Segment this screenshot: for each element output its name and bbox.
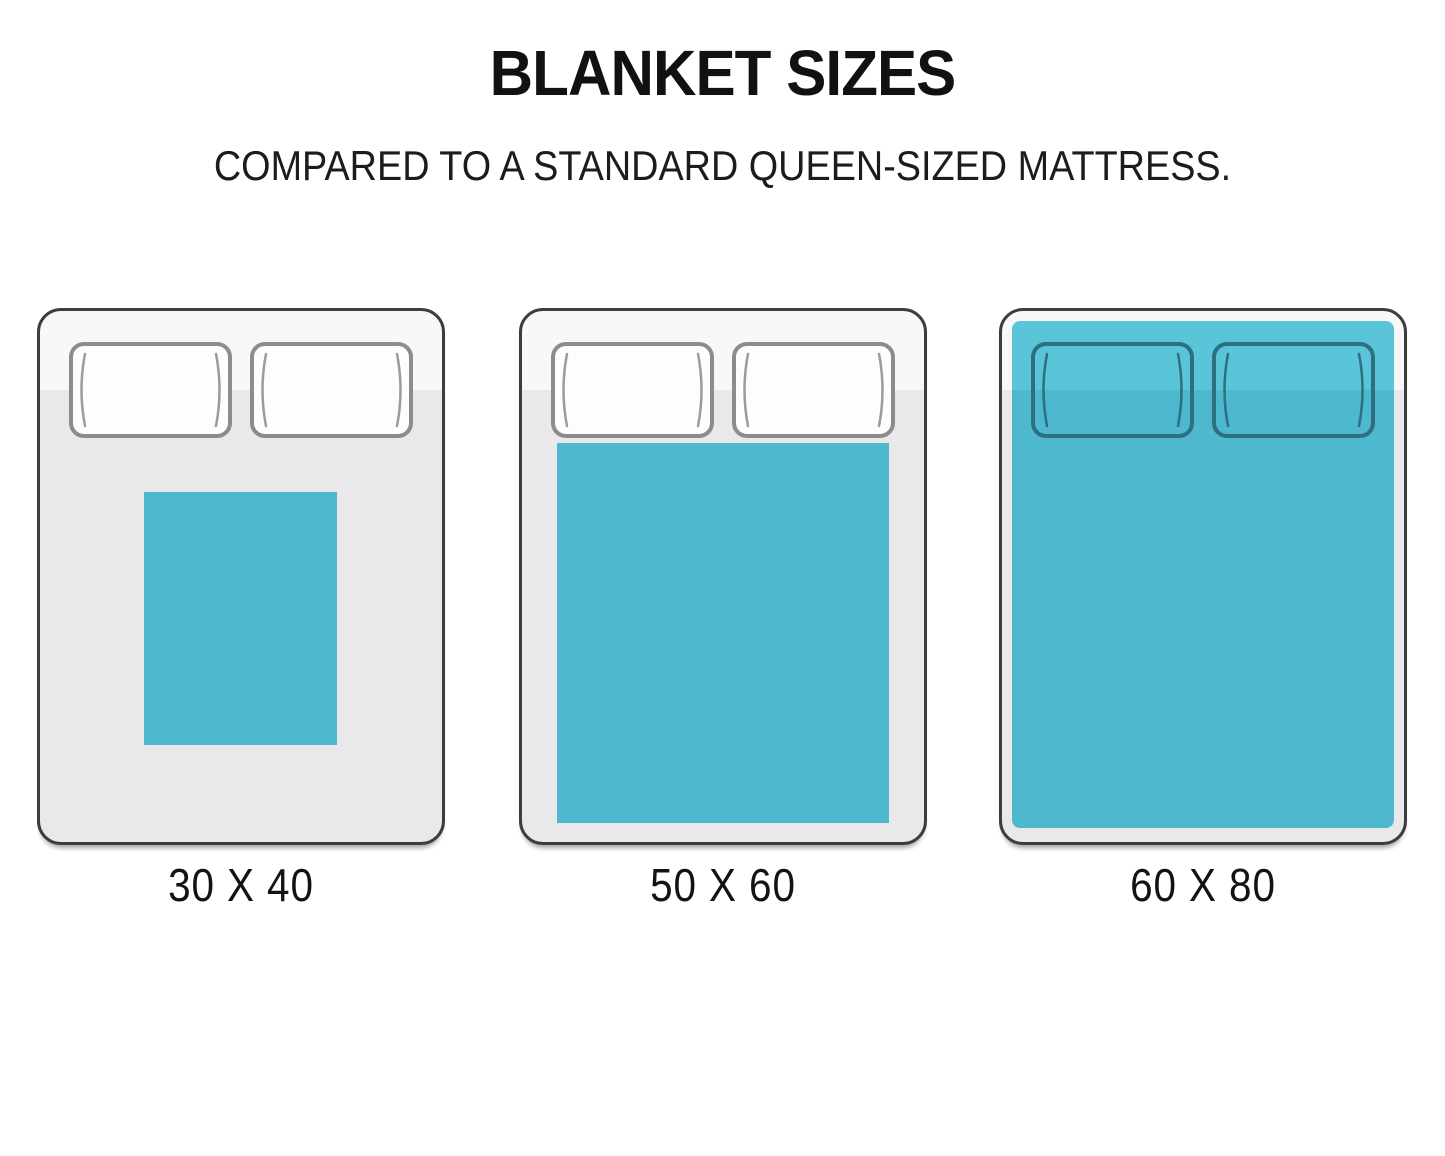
pillow-crease-lines xyxy=(1042,352,1183,428)
blanket-size-label: 60 X 80 xyxy=(1130,859,1276,911)
blanket-60x80 xyxy=(1012,321,1394,828)
pillow-crease-lines xyxy=(1223,352,1364,428)
queen-mattress xyxy=(999,308,1407,845)
bed-diagram-50x60: 50 X 60 xyxy=(519,308,927,911)
pillow-left xyxy=(551,342,714,438)
pillow-crease-lines xyxy=(80,352,221,428)
blanket-30x40 xyxy=(144,492,337,745)
queen-mattress xyxy=(519,308,927,845)
pillow-left xyxy=(69,342,232,438)
bed-diagram-30x40: 30 X 40 xyxy=(37,308,445,911)
pillow-right xyxy=(1212,342,1375,438)
blanket-size-label: 30 X 40 xyxy=(168,859,314,911)
pillow-crease-lines xyxy=(261,352,402,428)
page-subtitle: COMPARED TO A STANDARD QUEEN-SIZED MATTR… xyxy=(213,142,1232,189)
pillow-crease-lines xyxy=(743,352,884,428)
pillow-left xyxy=(1031,342,1194,438)
page-title: BLANKET SIZES xyxy=(489,37,957,109)
blanket-50x60 xyxy=(557,443,889,823)
pillow-crease-lines xyxy=(562,352,703,428)
blanket-size-label: 50 X 60 xyxy=(650,859,796,911)
pillow-right xyxy=(732,342,895,438)
queen-mattress xyxy=(37,308,445,845)
bed-diagram-60x80: 60 X 80 xyxy=(999,308,1407,911)
pillow-right xyxy=(250,342,413,438)
